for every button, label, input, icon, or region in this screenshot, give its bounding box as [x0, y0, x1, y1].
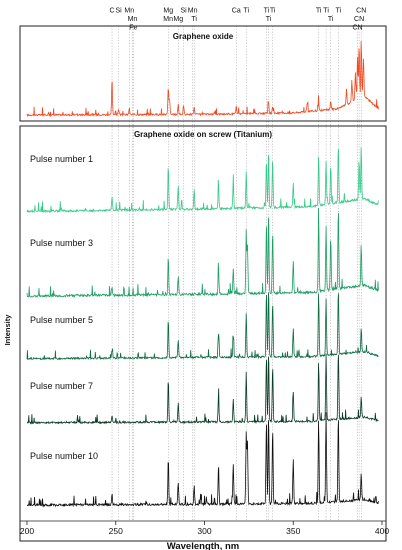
- element-label: Ti: [264, 8, 270, 15]
- element-label: Ti: [336, 8, 342, 15]
- top-panel-frame: [19, 25, 387, 122]
- pulse-label: Pulse number 1: [30, 154, 93, 164]
- element-label: Mn: [163, 16, 173, 23]
- bottom-panel-title: Graphene oxide on screw (Titanium): [134, 130, 272, 139]
- top-panel-series: [26, 40, 379, 118]
- x-tick-label: 300: [197, 526, 211, 536]
- element-label: Ti: [323, 8, 329, 15]
- top-series-line: [26, 40, 379, 118]
- pulse-label: Pulse number 10: [30, 451, 98, 461]
- element-label: Ti: [328, 16, 334, 23]
- pulse-series-line: [26, 292, 379, 361]
- element-label: C: [109, 8, 114, 15]
- element-label: CN: [352, 25, 362, 32]
- x-tick-label: 350: [286, 526, 300, 536]
- pulse-labels: Pulse number 1 Pulse number 3 Pulse number…: [30, 154, 98, 461]
- element-label: Ti: [316, 8, 322, 15]
- x-axis-label: Wavelength, nm: [167, 541, 240, 550]
- pulse-label: Pulse number 3: [30, 238, 93, 248]
- y-axis-label: Intensity: [3, 314, 12, 346]
- element-label: Mn: [124, 8, 134, 15]
- bottom-panel-frame: [19, 125, 387, 542]
- pulse-label: Pulse number 5: [30, 315, 93, 325]
- top-panel-title: Graphene oxide: [173, 32, 234, 41]
- x-axis: 200 250 300 350 400: [20, 520, 389, 536]
- element-label: Ti: [191, 16, 197, 23]
- x-tick-label: 250: [109, 526, 123, 536]
- element-label: Ca: [232, 8, 241, 15]
- pulse-series-line: [26, 207, 379, 299]
- element-label: CN: [356, 8, 366, 15]
- bottom-panel-series: [26, 147, 379, 508]
- element-label: Fe: [129, 25, 137, 32]
- element-label: CN: [354, 16, 364, 23]
- element-label: Mg: [163, 8, 173, 15]
- element-label: Si: [180, 8, 187, 15]
- pulse-series-line: [26, 147, 379, 214]
- pulse-series-line: [26, 353, 379, 425]
- element-reference-lines: [111, 26, 362, 521]
- element-label: Mg: [173, 16, 183, 23]
- x-tick-label: 200: [20, 526, 34, 536]
- element-label: Mn: [188, 8, 198, 15]
- pulse-label: Pulse number 7: [30, 381, 93, 391]
- pulse-series-line: [26, 412, 379, 508]
- element-label: Ti: [243, 8, 249, 15]
- element-label: Si: [115, 8, 122, 15]
- element-label: Ti: [270, 8, 276, 15]
- element-label: Mn: [128, 16, 138, 23]
- element-label: Ti: [266, 16, 272, 23]
- x-tick-label: 400: [375, 526, 389, 536]
